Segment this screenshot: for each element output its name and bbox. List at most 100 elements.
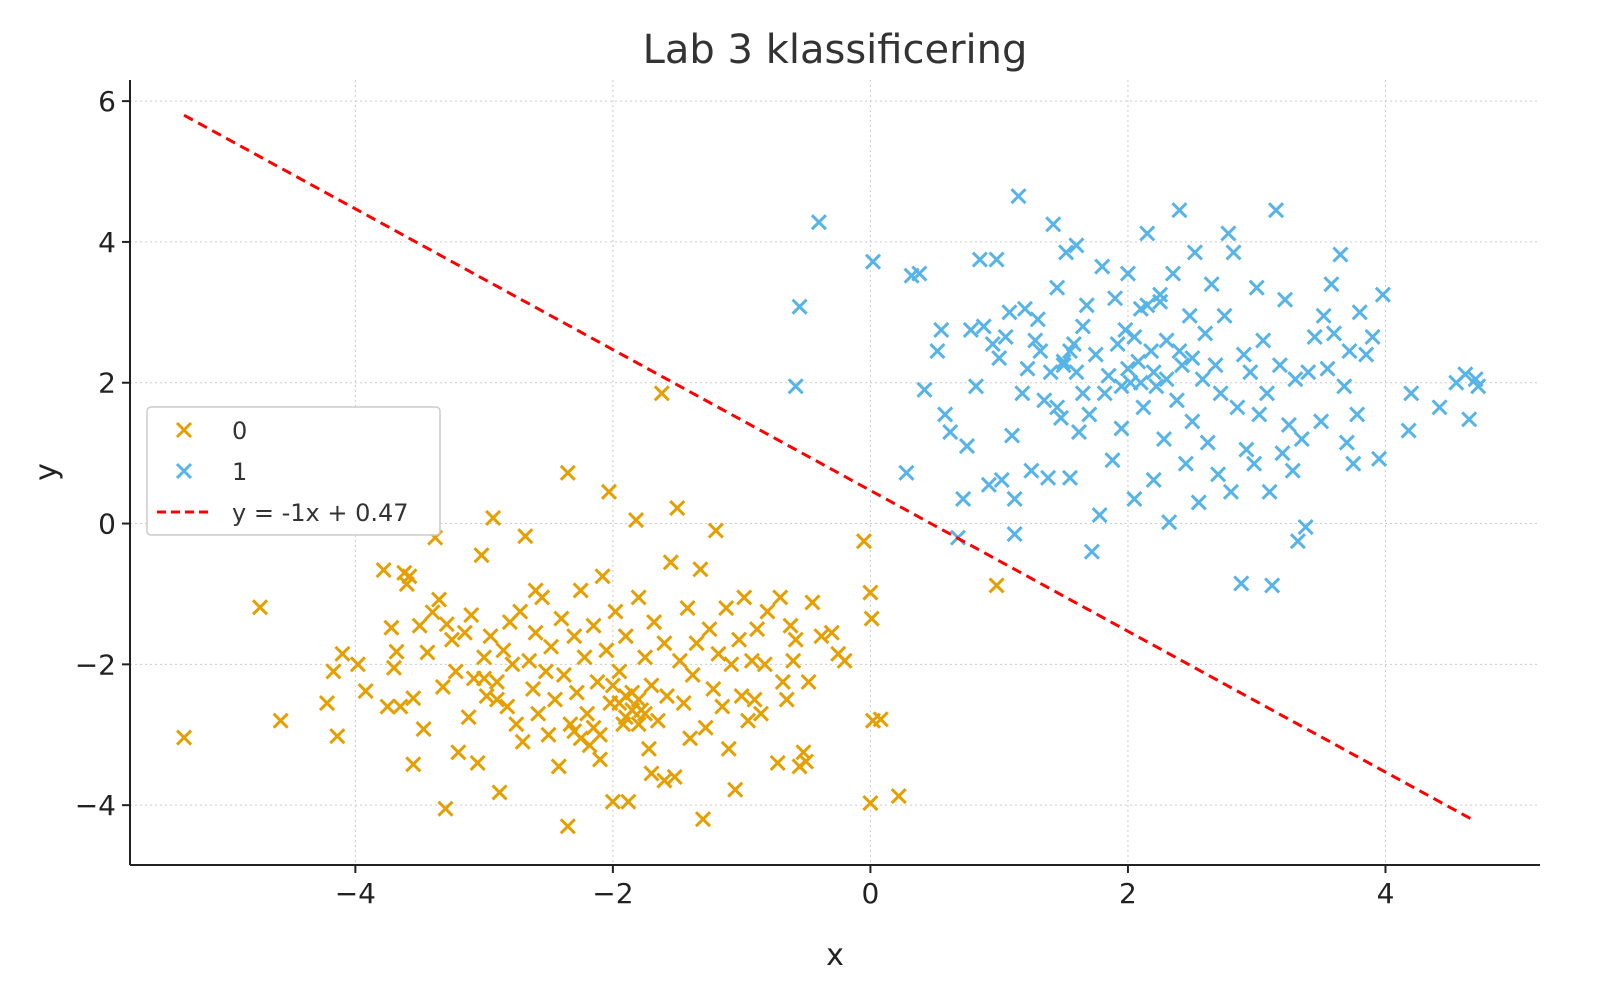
scatter-point-class-1 xyxy=(1074,385,1091,402)
scatter-point-class-0 xyxy=(443,631,460,648)
scatter-point-class-1 xyxy=(1158,332,1175,349)
scatter-point-class-0 xyxy=(862,584,879,601)
scatter-point-class-0 xyxy=(553,610,570,627)
scatter-point-class-1 xyxy=(942,423,959,441)
scatter-point-class-0 xyxy=(643,677,660,694)
scatter-point-class-1 xyxy=(1341,342,1358,360)
scatter-point-class-0 xyxy=(620,793,637,810)
scatter-point-class-1 xyxy=(1036,392,1053,409)
scatter-point-class-1 xyxy=(933,321,950,338)
scatter-point-class-1 xyxy=(1284,462,1301,479)
scatter-point-class-0 xyxy=(434,678,451,695)
scatter-point-class-0 xyxy=(707,522,724,539)
x-tick-label: −4 xyxy=(335,877,376,910)
scatter-point-class-0 xyxy=(646,614,663,631)
scatter-point-class-0 xyxy=(797,753,815,770)
scatter-point-class-0 xyxy=(508,716,525,733)
scatter-point-class-1 xyxy=(1126,490,1143,507)
scatter-point-class-1 xyxy=(1374,286,1391,303)
x-tick-label: 4 xyxy=(1377,877,1395,910)
scatter-point-class-1 xyxy=(1207,357,1224,374)
scatter-point-class-0 xyxy=(743,652,761,669)
scatter-point-class-0 xyxy=(485,509,502,526)
scatter-point-class-1 xyxy=(1055,353,1072,370)
scatter-point-class-1 xyxy=(1119,360,1137,377)
scatter-point-class-1 xyxy=(975,318,992,335)
scatter-point-class-1 xyxy=(1470,378,1487,395)
y-axis-label: y xyxy=(29,463,64,481)
scatter-point-class-1 xyxy=(1139,297,1156,314)
scatter-point-class-0 xyxy=(804,594,821,611)
scatter-point-class-0 xyxy=(383,619,400,636)
scatter-point-class-0 xyxy=(585,617,602,634)
scatter-point-class-1 xyxy=(1400,422,1417,439)
scatter-point-class-1 xyxy=(1297,519,1314,536)
scatter-point-class-0 xyxy=(669,499,686,517)
scatter-point-class-1 xyxy=(997,328,1014,346)
scatter-point-class-1 xyxy=(1251,406,1268,423)
scatter-point-class-1 xyxy=(1403,385,1420,402)
scatter-point-class-1 xyxy=(1274,445,1291,462)
scatter-point-class-1 xyxy=(1258,385,1276,402)
scatter-point-class-0 xyxy=(774,673,791,691)
scatter-point-class-1 xyxy=(1235,346,1252,363)
y-tick-label: −4 xyxy=(75,789,116,822)
scatter-point-class-0 xyxy=(530,705,547,722)
scatter-point-class-1 xyxy=(1109,335,1126,353)
scatter-point-class-0 xyxy=(456,624,473,641)
scatter-point-class-0 xyxy=(643,765,660,782)
scatter-point-class-0 xyxy=(469,754,486,771)
scatter-point-class-0 xyxy=(756,656,773,673)
scatter-point-class-0 xyxy=(787,631,804,648)
scatter-point-class-1 xyxy=(1113,420,1130,437)
scatter-point-class-1 xyxy=(791,298,808,315)
scatter-point-class-1 xyxy=(1370,450,1388,467)
scatter-point-class-1 xyxy=(1171,342,1188,360)
scatter-point-class-0 xyxy=(438,616,455,633)
scatter-point-class-1 xyxy=(1042,364,1059,381)
scatter-point-class-0 xyxy=(546,691,563,708)
x-tick-label: −2 xyxy=(592,877,633,910)
scatter-point-class-1 xyxy=(1055,357,1072,374)
scatter-point-class-1 xyxy=(1248,279,1265,296)
scatter-point-class-0 xyxy=(405,756,422,773)
scatter-point-class-1 xyxy=(1003,427,1021,444)
scatter-point-class-1 xyxy=(1246,455,1263,472)
scatter-point-class-1 xyxy=(1171,202,1188,219)
scatter-point-class-0 xyxy=(862,794,879,812)
scatter-point-class-0 xyxy=(752,705,770,722)
scatter-point-class-1 xyxy=(1032,342,1049,360)
scatter-point-class-1 xyxy=(1336,378,1353,395)
scatter-point-class-1 xyxy=(1233,575,1250,592)
scatter-point-class-1 xyxy=(1104,452,1121,469)
scatter-point-class-1 xyxy=(958,438,976,455)
scatter-point-class-1 xyxy=(980,476,997,493)
scatter-point-class-1 xyxy=(1267,202,1285,219)
scatter-point-class-0 xyxy=(411,617,428,634)
scatter-point-class-1 xyxy=(955,490,972,507)
scatter-point-class-1 xyxy=(929,342,946,360)
scatter-point-class-1 xyxy=(1078,297,1095,314)
scatter-point-class-0 xyxy=(749,621,766,638)
scatter-point-class-1 xyxy=(1145,471,1162,488)
scatter-point-class-1 xyxy=(1027,332,1044,349)
scatter-point-class-0 xyxy=(731,631,748,648)
scatter-point-class-0 xyxy=(589,673,606,691)
scatter-point-class-1 xyxy=(1049,279,1066,296)
scatter-point-class-1 xyxy=(1016,300,1033,317)
scatter-point-class-1 xyxy=(1261,483,1278,500)
scatter-point-class-1 xyxy=(1225,244,1242,261)
scatter-point-class-1 xyxy=(1203,276,1220,293)
scatter-point-class-1 xyxy=(898,464,915,481)
scatter-point-class-0 xyxy=(251,599,269,616)
scatter-point-class-0 xyxy=(890,787,907,805)
scatter-point-class-0 xyxy=(482,628,499,645)
scatter-point-class-0 xyxy=(521,652,538,669)
scatter-point-class-1 xyxy=(810,214,827,231)
scatter-point-class-1 xyxy=(1358,346,1375,363)
scatter-point-class-0 xyxy=(611,663,628,680)
scatter-point-class-0 xyxy=(591,751,609,768)
scatter-point-class-1 xyxy=(1049,399,1066,416)
scatter-point-class-0 xyxy=(795,744,812,761)
